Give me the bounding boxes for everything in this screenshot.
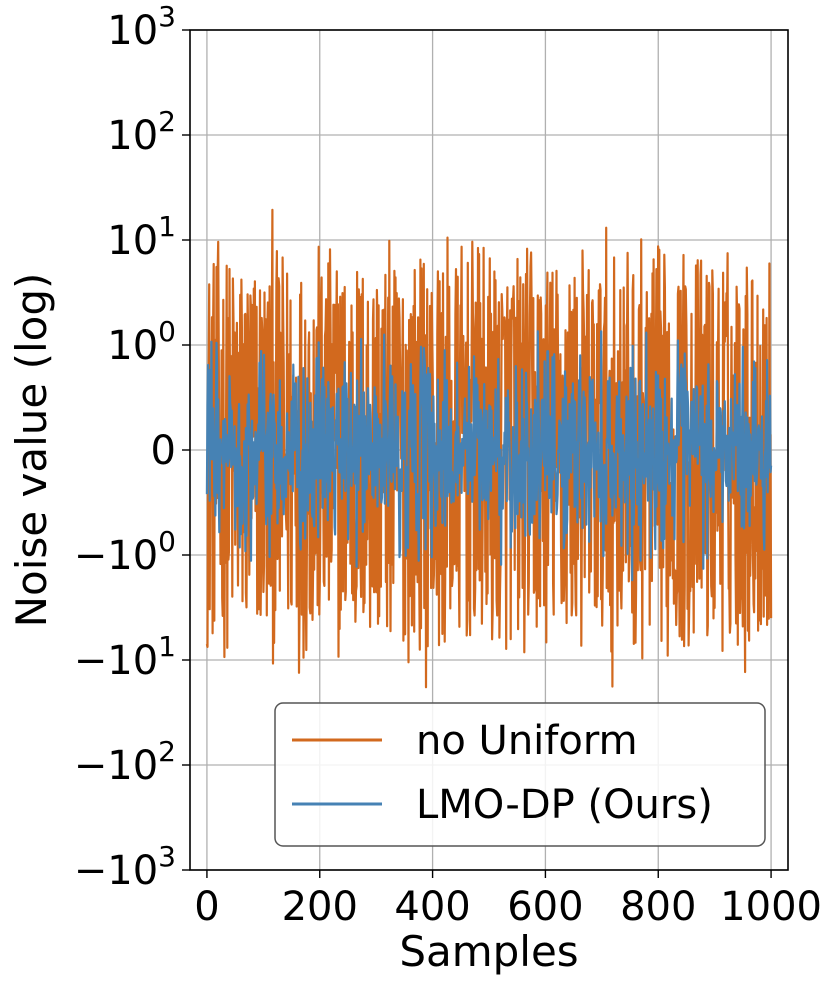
y-tick-base: 10 [107, 218, 158, 264]
y-tick-base: 10 [107, 323, 158, 369]
y-tick-base: 0 [151, 428, 176, 474]
x-tick-label: 800 [620, 884, 696, 930]
y-tick-exponent: 1 [158, 630, 176, 663]
legend-label-no-uniform: no Uniform [416, 718, 638, 764]
y-tick-label: 101 [107, 210, 176, 264]
series-lines [205, 208, 773, 689]
y-tick-base: 10 [107, 848, 158, 894]
y-tick-base: 10 [107, 113, 158, 159]
y-tick-exponent: 2 [158, 735, 176, 768]
x-axis-title: Samples [399, 927, 578, 976]
x-axis-ticks: 0 200 400 600 800 1000 [194, 870, 822, 930]
legend: no Uniform LMO-DP (Ours) [274, 702, 766, 847]
y-tick-base: 10 [107, 8, 158, 54]
y-tick-sign: − [74, 743, 108, 789]
y-tick-exponent: 3 [158, 0, 176, 33]
y-tick-base: 10 [107, 533, 158, 579]
x-tick-label: 1000 [720, 884, 822, 930]
y-tick-exponent: 3 [158, 840, 176, 873]
y-tick-base: 10 [107, 638, 158, 684]
y-tick-base: 10 [107, 743, 158, 789]
x-tick-label: 400 [394, 884, 470, 930]
legend-box [274, 702, 766, 847]
y-axis-title: Noise value (log) [7, 273, 56, 628]
y-tick-label: 102 [107, 105, 176, 159]
x-tick-label: 0 [194, 884, 219, 930]
y-tick-exponent: 0 [158, 315, 176, 348]
y-tick-exponent: 2 [158, 105, 176, 138]
series-line-lmo-dp [205, 330, 773, 582]
y-tick-sign: − [74, 848, 108, 894]
y-tick-label: 103 [107, 0, 176, 54]
y-tick-exponent: 0 [158, 525, 176, 558]
y-tick-label: −100 [74, 525, 176, 579]
y-tick-sign: − [74, 533, 108, 579]
x-tick-label: 600 [507, 884, 583, 930]
x-tick-label: 200 [282, 884, 358, 930]
series-line-no-uniform [205, 208, 773, 689]
y-tick-exponent: 1 [158, 210, 176, 243]
y-tick-label: 100 [107, 315, 176, 369]
y-tick-label: −103 [74, 840, 176, 894]
y-tick-sign: − [74, 638, 108, 684]
y-tick-label: 0 [151, 428, 176, 474]
y-tick-label: −101 [74, 630, 176, 684]
legend-label-lmo-dp: LMO-DP (Ours) [416, 782, 713, 828]
y-tick-label: −102 [74, 735, 176, 789]
